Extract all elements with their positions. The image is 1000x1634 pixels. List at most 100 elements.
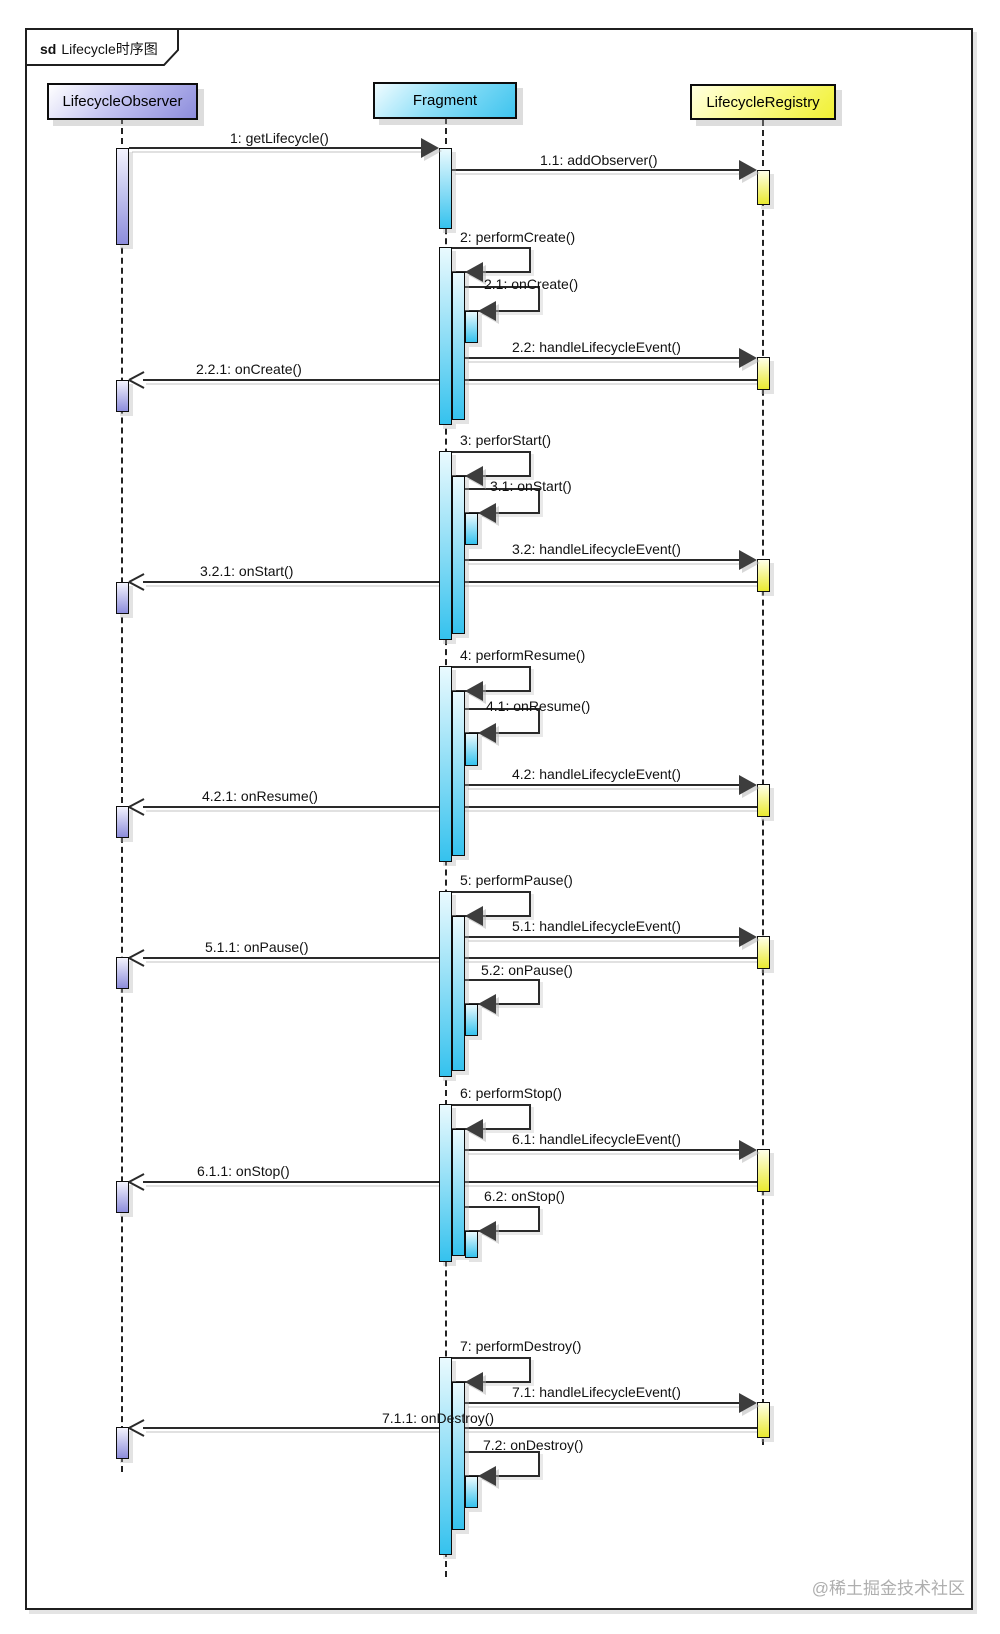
activation-fragment-6-nested2	[465, 1231, 478, 1258]
arrowhead-2-2	[739, 348, 757, 368]
message-label-5-2: 5.2: onPause()	[481, 962, 573, 978]
message-line-7-1	[465, 1402, 741, 1404]
arrowhead-7	[465, 1372, 483, 1392]
message-label-2-1: 2.1: onCreate()	[484, 276, 579, 292]
arrowhead-7-2	[478, 1466, 496, 1486]
arrowhead-1-1	[739, 160, 757, 180]
open-arrowhead-5-1-1	[129, 948, 146, 968]
message-label-4-2-1: 4.2.1: onResume()	[202, 788, 318, 804]
activation-fragment-6-nested1	[452, 1129, 465, 1256]
frame-title-tab	[25, 28, 179, 66]
message-label-6-2: 6.2: onStop()	[484, 1188, 565, 1204]
activation-fragment-2-nested1	[452, 272, 465, 420]
diagram-frame	[25, 28, 973, 1610]
message-line-1	[129, 147, 423, 149]
open-arrowhead-6-1-1	[129, 1172, 146, 1192]
watermark: @稀土掘金技术社区	[811, 1579, 965, 1598]
activation-fragment-2-nested2	[465, 311, 478, 343]
message-label-4-1: 4.1: onResume()	[486, 698, 591, 714]
self-call-loop-4	[452, 666, 531, 692]
open-arrowhead-3-2-1	[129, 572, 146, 592]
activation-registry-3	[757, 559, 770, 592]
arrowhead-5-2	[478, 994, 496, 1014]
arrowhead-7-1	[739, 1393, 757, 1413]
activation-observer-ondestroy	[116, 1427, 129, 1459]
participant-lifecycleobserver: LifecycleObserver	[47, 83, 198, 120]
message-line-2-2	[465, 357, 741, 359]
message-label-3-1: 3.1: onStart()	[490, 478, 572, 494]
arrowhead-2	[465, 262, 483, 282]
arrowhead-3-1	[478, 503, 496, 523]
arrowhead-4-2	[739, 775, 757, 795]
message-label-5-1: 5.1: handleLifecycleEvent()	[512, 918, 681, 934]
arrowhead-3-2	[739, 550, 757, 570]
message-label-1: 1: getLifecycle()	[230, 130, 329, 146]
self-call-loop-3	[452, 451, 531, 477]
message-label-3: 3: perforStart()	[460, 432, 552, 448]
arrowhead-6	[465, 1119, 483, 1139]
arrowhead-2-1	[478, 301, 496, 321]
arrowhead-5-1	[739, 927, 757, 947]
message-label-7: 7: performDestroy()	[460, 1338, 582, 1354]
self-call-loop-6-2	[465, 1206, 540, 1232]
open-arrowhead-7-1-1	[129, 1418, 146, 1438]
message-line-1-1	[452, 169, 741, 171]
activation-observer-onresume	[116, 806, 129, 838]
activation-fragment-7-main	[439, 1357, 452, 1555]
message-label-1-1: 1.1: addObserver()	[540, 152, 658, 168]
arrowhead-4	[465, 681, 483, 701]
arrowhead-6-2	[478, 1221, 496, 1241]
activation-fragment-4-nested2	[465, 733, 478, 766]
arrowhead-1	[421, 138, 439, 158]
activation-fragment-5-nested1	[452, 916, 465, 1071]
arrowhead-3	[465, 466, 483, 486]
message-line-3-2	[465, 559, 741, 561]
message-label-2-2: 2.2: handleLifecycleEvent()	[512, 339, 681, 355]
participant-fragment: Fragment	[373, 82, 517, 119]
activation-fragment-4-nested1	[452, 691, 465, 856]
message-label-4-2: 4.2: handleLifecycleEvent()	[512, 766, 681, 782]
activation-observer-oncreate	[116, 380, 129, 412]
arrowhead-6-1	[739, 1140, 757, 1160]
activation-fragment-5-main	[439, 891, 452, 1077]
activation-fragment-3-main	[439, 451, 452, 640]
message-label-3-2-1: 3.2.1: onStart()	[200, 563, 294, 579]
activation-fragment-7-nested2	[465, 1476, 478, 1508]
participant-lifecycleregistry-label: LifecycleRegistry	[706, 93, 820, 111]
lifeline-lifecycleobserver	[121, 118, 123, 1472]
message-label-5-1-1: 5.1.1: onPause()	[205, 939, 309, 955]
self-call-loop-3-1	[465, 488, 540, 514]
message-line-6-1	[465, 1149, 741, 1151]
activation-registry-2	[757, 357, 770, 390]
activation-fragment-3-nested2	[465, 513, 478, 545]
participant-lifecycleregistry: LifecycleRegistry	[690, 84, 836, 120]
activation-observer-onstart	[116, 582, 129, 614]
self-call-loop-2	[452, 247, 531, 273]
arrowhead-5	[465, 906, 483, 926]
message-label-5: 5: performPause()	[460, 872, 573, 888]
frame-keyword: sd	[40, 41, 57, 57]
message-label-2: 2: performCreate()	[460, 229, 576, 245]
activation-fragment-7-nested1	[452, 1382, 465, 1530]
activation-fragment-4-main	[439, 666, 452, 862]
self-call-loop-2-1	[465, 286, 540, 312]
activation-fragment-5-nested2	[465, 1004, 478, 1036]
activation-registry-4	[757, 784, 770, 817]
activation-registry-1	[757, 170, 770, 205]
message-label-6-1-1: 6.1.1: onStop()	[197, 1163, 290, 1179]
activation-registry-7	[757, 1402, 770, 1438]
activation-fragment-3-nested1	[452, 476, 465, 634]
message-label-7-1: 7.1: handleLifecycleEvent()	[512, 1384, 681, 1400]
self-call-loop-4-1	[465, 708, 540, 734]
participant-fragment-label: Fragment	[412, 92, 478, 109]
open-arrowhead-2-2-1	[129, 370, 146, 390]
message-line-5-1	[465, 936, 741, 938]
self-call-loop-6	[452, 1104, 531, 1130]
lifeline-lifecycleregistry	[762, 120, 764, 1445]
self-call-loop-7-2	[465, 1451, 540, 1477]
message-label-7-1-1: 7.1.1: onDestroy()	[382, 1410, 495, 1426]
participant-lifecycleobserver-label: LifecycleObserver	[62, 93, 183, 110]
activation-observer-1	[116, 148, 129, 245]
message-label-3-2: 3.2: handleLifecycleEvent()	[512, 541, 681, 557]
